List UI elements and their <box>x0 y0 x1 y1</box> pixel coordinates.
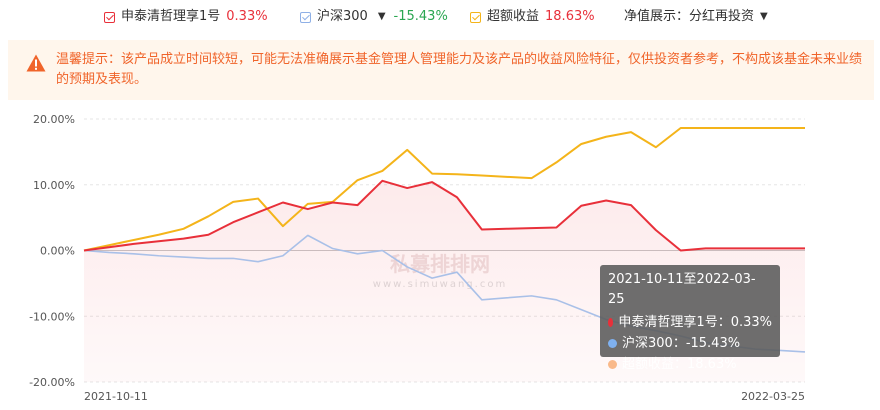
y-tick-label: 0.00% <box>40 245 75 258</box>
nav-display-label: 净值展示：分红再投资 <box>624 9 755 24</box>
tooltip-title: 2021-10-11至2022-03-25 <box>608 272 756 307</box>
chart-tooltip: 2021-10-11至2022-03-25 申泰清哲理享1号：0.33% 沪深3… <box>600 265 780 372</box>
legend-value: 18.63% <box>545 9 595 24</box>
tooltip-row-fund: 申泰清哲理享1号：0.33% <box>608 312 772 333</box>
x-tick-label: 2022-03-25 <box>741 390 805 403</box>
y-tick-label: -20.00% <box>29 376 75 389</box>
dot-icon <box>608 339 617 348</box>
legend-item-index[interactable]: 沪深300 ▼ -15.43% <box>300 9 448 25</box>
tooltip-row-excess: 超额收益：18.63% <box>608 354 772 375</box>
y-tick-label: -10.00% <box>29 310 75 323</box>
series-line-fund <box>83 179 805 252</box>
legend-value: -15.43% <box>393 9 448 24</box>
warning-icon <box>26 54 46 72</box>
tooltip-row-text: 沪深300：-15.43% <box>622 336 741 351</box>
nav-display-dropdown[interactable]: 净值展示：分红再投资 ▼ <box>624 9 776 25</box>
series-line-excess <box>83 127 805 252</box>
dot-icon <box>608 360 617 369</box>
notice-text: 温馨提示：该产品成立时间较短，可能无法准确展示基金管理人管理能力及该产品的收益风… <box>56 52 863 87</box>
legend-item-excess[interactable]: 超额收益 18.63% <box>470 9 595 25</box>
legend-item-fund[interactable]: 申泰清哲理享1号 0.33% <box>104 9 268 25</box>
checkbox-icon[interactable] <box>104 11 115 23</box>
caret-down-icon[interactable]: ▼ <box>760 11 768 22</box>
legend-name: 申泰清哲理享1号 <box>121 9 221 24</box>
x-tick-label: 2021-10-11 <box>84 390 148 403</box>
checkbox-icon[interactable] <box>470 11 481 23</box>
tooltip-row-text: 申泰清哲理享1号：0.33% <box>618 315 772 330</box>
y-tick-label: 20.00% <box>33 113 75 126</box>
legend-name: 超额收益 <box>487 9 540 24</box>
legend-bar: 申泰清哲理享1号 0.33% 沪深300 ▼ -15.43% 超额收益 18.6… <box>0 0 880 34</box>
caret-down-icon[interactable]: ▼ <box>377 11 386 22</box>
notice-banner: 温馨提示：该产品成立时间较短，可能无法准确展示基金管理人管理能力及该产品的收益风… <box>8 40 874 100</box>
y-tick-label: 10.00% <box>33 179 75 192</box>
legend-value: 0.33% <box>226 9 268 24</box>
legend-name: 沪深300 <box>317 9 368 24</box>
checkbox-icon[interactable] <box>300 11 311 23</box>
tooltip-row-index: 沪深300：-15.43% <box>608 333 772 354</box>
dot-icon <box>608 318 614 327</box>
tooltip-row-text: 超额收益：18.63% <box>622 357 737 372</box>
